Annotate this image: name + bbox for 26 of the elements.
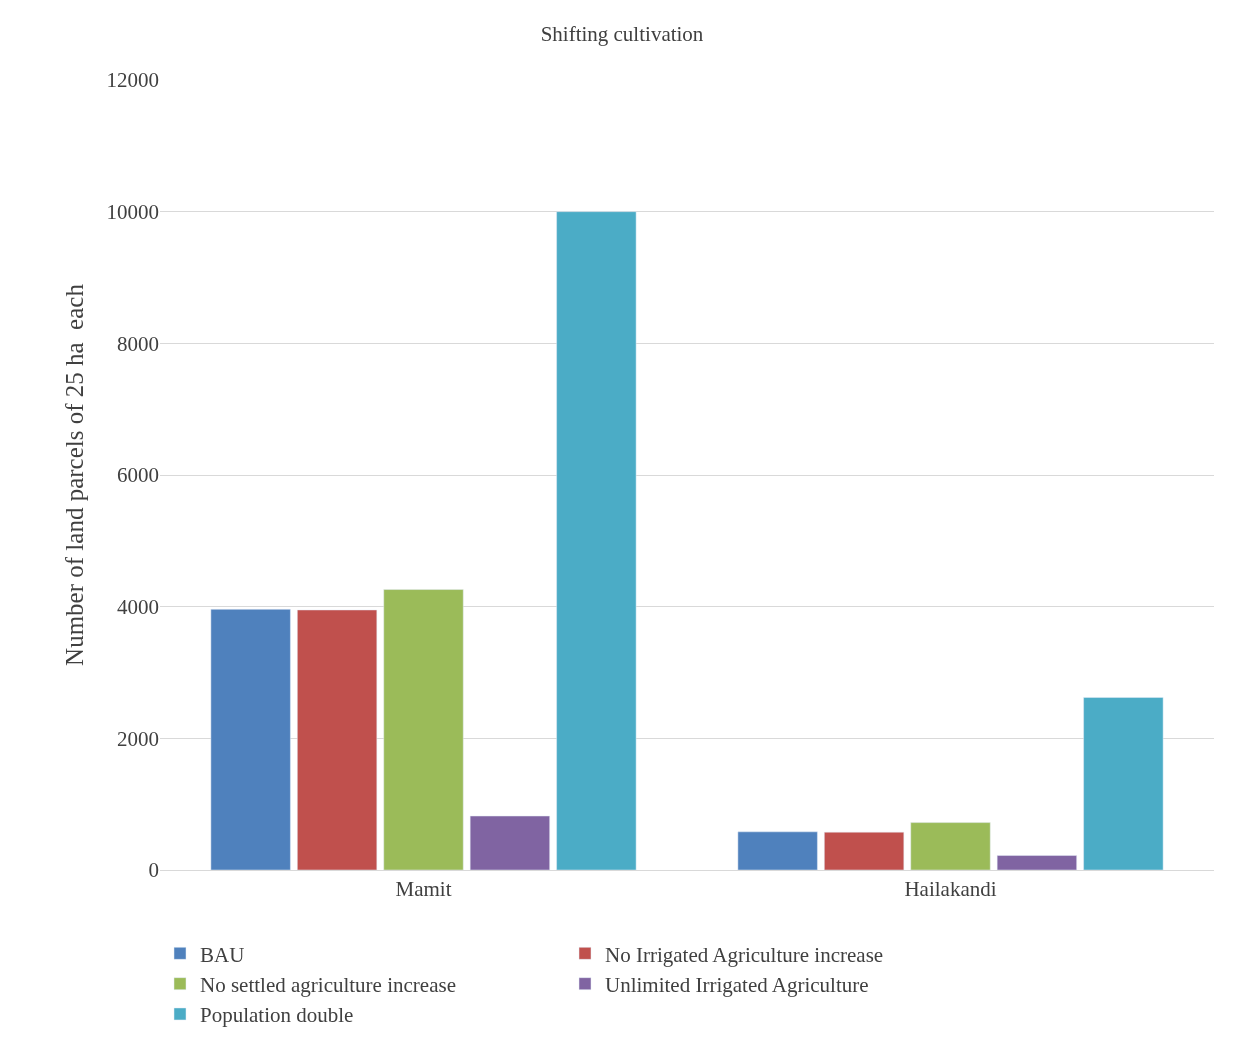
- y-tick-label: 12000: [106, 68, 159, 93]
- bar: [737, 831, 818, 870]
- y-tick-label: 0: [148, 858, 159, 883]
- x-tick-label: Mamit: [395, 877, 452, 902]
- y-tick-label: 8000: [117, 331, 159, 356]
- bar: [556, 211, 637, 870]
- y-tick-label: 4000: [117, 595, 159, 620]
- y-tick-label: 10000: [106, 200, 159, 225]
- y-tick-label: 6000: [117, 463, 159, 488]
- legend-label: No settled agriculture increase: [200, 972, 456, 997]
- legend-label: Unlimited Irrigated Agriculture: [605, 972, 869, 997]
- legend-label: Population double: [200, 1003, 354, 1028]
- x-tick-label: Hailakandi: [904, 877, 997, 902]
- bar: [996, 855, 1077, 870]
- bar: [824, 831, 905, 870]
- chart-title: Shifting cultivation: [540, 21, 704, 46]
- bar: [910, 822, 991, 870]
- y-tick-label: 2000: [117, 726, 159, 751]
- legend-label: No Irrigated Agriculture increase: [605, 942, 884, 967]
- y-axis-title: Number of land parcels of 25 ha each: [61, 283, 89, 666]
- bar: [1083, 697, 1164, 870]
- bar: [297, 609, 378, 870]
- legend-label: BAU: [200, 942, 245, 967]
- bar: [210, 609, 291, 870]
- bar: [383, 589, 464, 870]
- bar: [469, 815, 550, 870]
